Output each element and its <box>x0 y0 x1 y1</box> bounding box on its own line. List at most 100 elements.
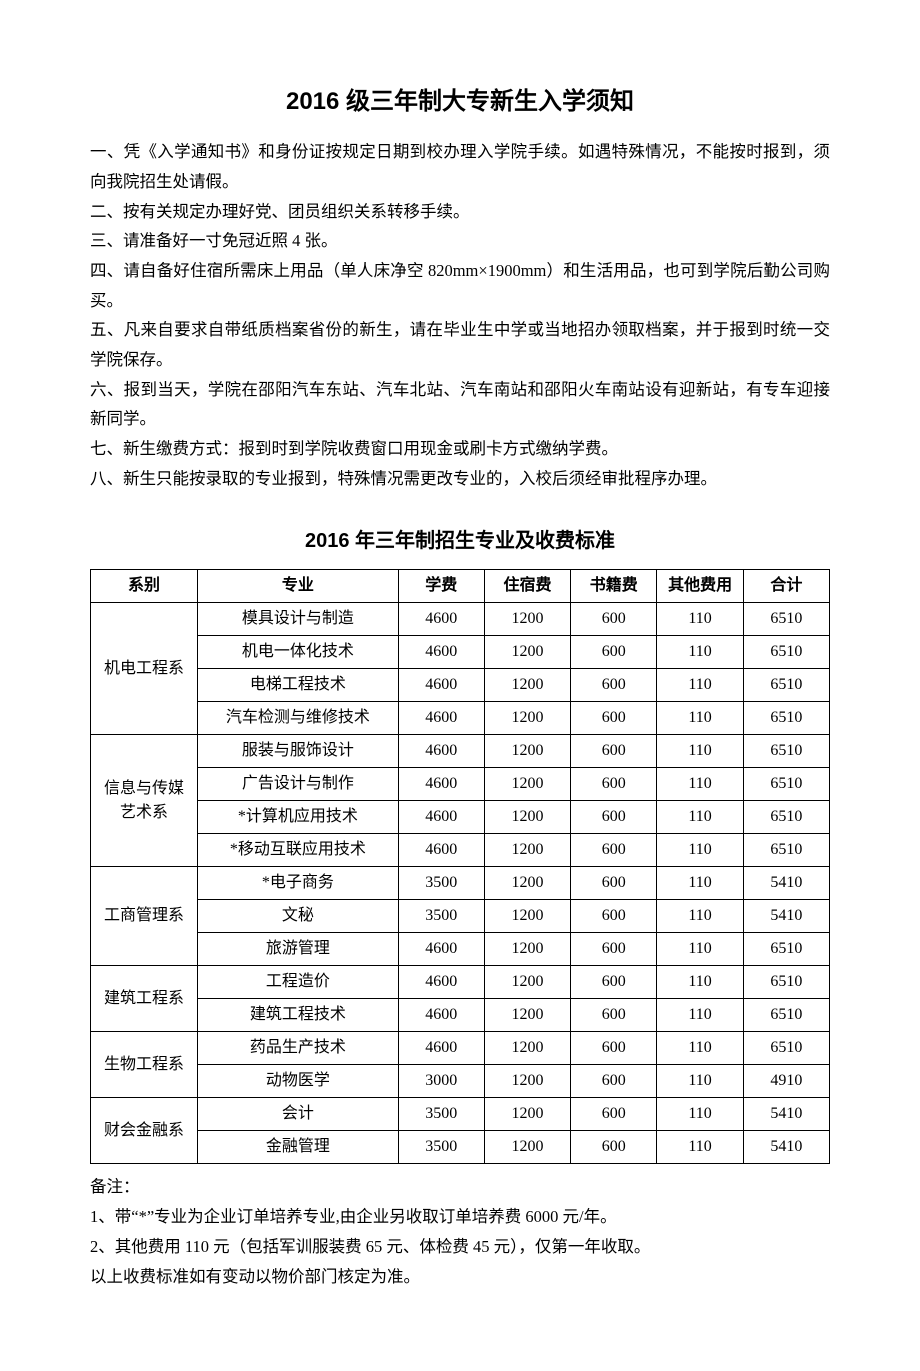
table-header-cell: 书籍费 <box>571 570 657 603</box>
major-cell: 服装与服饰设计 <box>198 735 399 768</box>
value-cell: 1200 <box>484 1131 570 1164</box>
table-row: 工商管理系*电子商务350012006001105410 <box>91 867 830 900</box>
value-cell: 6510 <box>743 1032 829 1065</box>
major-cell: *电子商务 <box>198 867 399 900</box>
paragraph: 四、请自备好住宿所需床上用品（单人床净空 820mm×1900mm）和生活用品，… <box>90 256 830 315</box>
note: 以上收费标准如有变动以物价部门核定为准。 <box>90 1262 830 1292</box>
table-row: 机电一体化技术460012006001106510 <box>91 636 830 669</box>
paragraph: 六、报到当天，学院在邵阳汽车东站、汽车北站、汽车南站和邵阳火车南站设有迎新站，有… <box>90 375 830 434</box>
value-cell: 1200 <box>484 702 570 735</box>
value-cell: 110 <box>657 933 743 966</box>
value-cell: 1200 <box>484 801 570 834</box>
value-cell: 1200 <box>484 900 570 933</box>
major-cell: 会计 <box>198 1098 399 1131</box>
value-cell: 1200 <box>484 1065 570 1098</box>
value-cell: 600 <box>571 933 657 966</box>
major-cell: 广告设计与制作 <box>198 768 399 801</box>
table-row: *移动互联应用技术460012006001106510 <box>91 834 830 867</box>
value-cell: 4600 <box>398 669 484 702</box>
value-cell: 3500 <box>398 867 484 900</box>
value-cell: 600 <box>571 900 657 933</box>
table-header-cell: 其他费用 <box>657 570 743 603</box>
value-cell: 110 <box>657 702 743 735</box>
value-cell: 4600 <box>398 735 484 768</box>
value-cell: 4600 <box>398 1032 484 1065</box>
value-cell: 6510 <box>743 636 829 669</box>
value-cell: 600 <box>571 867 657 900</box>
table-row: 金融管理350012006001105410 <box>91 1131 830 1164</box>
value-cell: 4600 <box>398 801 484 834</box>
table-row: 建筑工程技术460012006001106510 <box>91 999 830 1032</box>
table-header-cell: 住宿费 <box>484 570 570 603</box>
value-cell: 3500 <box>398 1131 484 1164</box>
paragraph: 一、凭《入学通知书》和身份证按规定日期到校办理入学院手续。如遇特殊情况，不能按时… <box>90 137 830 196</box>
value-cell: 110 <box>657 801 743 834</box>
major-cell: 药品生产技术 <box>198 1032 399 1065</box>
dept-cell: 建筑工程系 <box>91 966 198 1032</box>
note: 1、带“*”专业为企业订单培养专业,由企业另收取订单培养费 6000 元/年。 <box>90 1202 830 1232</box>
value-cell: 6510 <box>743 603 829 636</box>
value-cell: 110 <box>657 1065 743 1098</box>
value-cell: 600 <box>571 999 657 1032</box>
table-row: 旅游管理460012006001106510 <box>91 933 830 966</box>
table-header-cell: 专业 <box>198 570 399 603</box>
paragraph: 五、凡来自要求自带纸质档案省份的新生，请在毕业生中学或当地招办领取档案，并于报到… <box>90 315 830 374</box>
dept-cell: 工商管理系 <box>91 867 198 966</box>
table-row: 广告设计与制作460012006001106510 <box>91 768 830 801</box>
major-cell: *计算机应用技术 <box>198 801 399 834</box>
value-cell: 600 <box>571 1032 657 1065</box>
value-cell: 1200 <box>484 735 570 768</box>
table-row: 建筑工程系工程造价460012006001106510 <box>91 966 830 999</box>
value-cell: 1200 <box>484 834 570 867</box>
value-cell: 4910 <box>743 1065 829 1098</box>
note: 备注： <box>90 1172 830 1202</box>
major-cell: 电梯工程技术 <box>198 669 399 702</box>
table-row: 动物医学300012006001104910 <box>91 1065 830 1098</box>
value-cell: 600 <box>571 669 657 702</box>
value-cell: 1200 <box>484 1032 570 1065</box>
table-row: *计算机应用技术460012006001106510 <box>91 801 830 834</box>
table-row: 生物工程系药品生产技术460012006001106510 <box>91 1032 830 1065</box>
value-cell: 600 <box>571 768 657 801</box>
major-cell: 模具设计与制造 <box>198 603 399 636</box>
table-row: 财会金融系会计350012006001105410 <box>91 1098 830 1131</box>
value-cell: 1200 <box>484 966 570 999</box>
value-cell: 4600 <box>398 966 484 999</box>
table-row: 信息与传媒艺术系服装与服饰设计460012006001106510 <box>91 735 830 768</box>
value-cell: 600 <box>571 702 657 735</box>
dept-cell: 机电工程系 <box>91 603 198 735</box>
value-cell: 110 <box>657 768 743 801</box>
value-cell: 4600 <box>398 933 484 966</box>
value-cell: 3500 <box>398 1098 484 1131</box>
table-row: 机电工程系模具设计与制造460012006001106510 <box>91 603 830 636</box>
value-cell: 600 <box>571 1065 657 1098</box>
value-cell: 600 <box>571 801 657 834</box>
value-cell: 1200 <box>484 636 570 669</box>
value-cell: 4600 <box>398 603 484 636</box>
major-cell: 动物医学 <box>198 1065 399 1098</box>
table-row: 汽车检测与维修技术460012006001106510 <box>91 702 830 735</box>
value-cell: 600 <box>571 1098 657 1131</box>
table-header-row: 系别专业学费住宿费书籍费其他费用合计 <box>91 570 830 603</box>
value-cell: 1200 <box>484 999 570 1032</box>
value-cell: 600 <box>571 834 657 867</box>
value-cell: 1200 <box>484 669 570 702</box>
table-row: 电梯工程技术460012006001106510 <box>91 669 830 702</box>
table-body: 机电工程系模具设计与制造460012006001106510机电一体化技术460… <box>91 603 830 1164</box>
major-cell: 金融管理 <box>198 1131 399 1164</box>
value-cell: 1200 <box>484 603 570 636</box>
value-cell: 6510 <box>743 768 829 801</box>
main-title: 2016 级三年制大专新生入学须知 <box>90 80 830 123</box>
value-cell: 5410 <box>743 900 829 933</box>
table-header-cell: 系别 <box>91 570 198 603</box>
major-cell: 文秘 <box>198 900 399 933</box>
value-cell: 1200 <box>484 933 570 966</box>
table-header-cell: 合计 <box>743 570 829 603</box>
value-cell: 110 <box>657 735 743 768</box>
value-cell: 4600 <box>398 768 484 801</box>
value-cell: 110 <box>657 636 743 669</box>
paragraph: 七、新生缴费方式：报到时到学院收费窗口用现金或刷卡方式缴纳学费。 <box>90 434 830 464</box>
value-cell: 6510 <box>743 801 829 834</box>
table-row: 文秘350012006001105410 <box>91 900 830 933</box>
major-cell: 旅游管理 <box>198 933 399 966</box>
